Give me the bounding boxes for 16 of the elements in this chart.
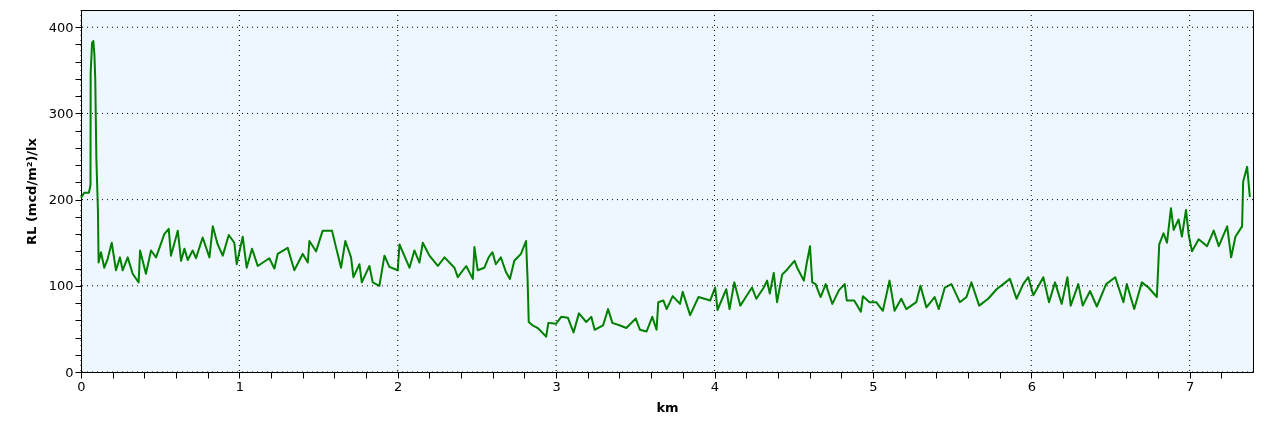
y-tick-label: 200 [48,192,74,208]
x-tick-label: 7 [1186,378,1195,394]
x-tick-label: 2 [394,378,403,394]
x-tick-label: 3 [552,378,561,394]
line-series [80,40,1251,338]
y-tick-label: 0 [65,364,74,380]
x-tick-label: 1 [235,378,245,394]
x-tick-label: 4 [710,378,720,394]
x-tick-label: 5 [869,378,878,394]
y-axis-title: RL (mcd/m²)/lx [23,137,39,245]
y-tick-label: 400 [48,19,74,35]
x-axis-title: km [656,399,679,415]
x-tick-label: 6 [1027,378,1036,394]
x-tick-label: 0 [77,378,86,394]
y-tick-label: 300 [48,105,74,121]
y-tick-label: 100 [48,278,74,294]
